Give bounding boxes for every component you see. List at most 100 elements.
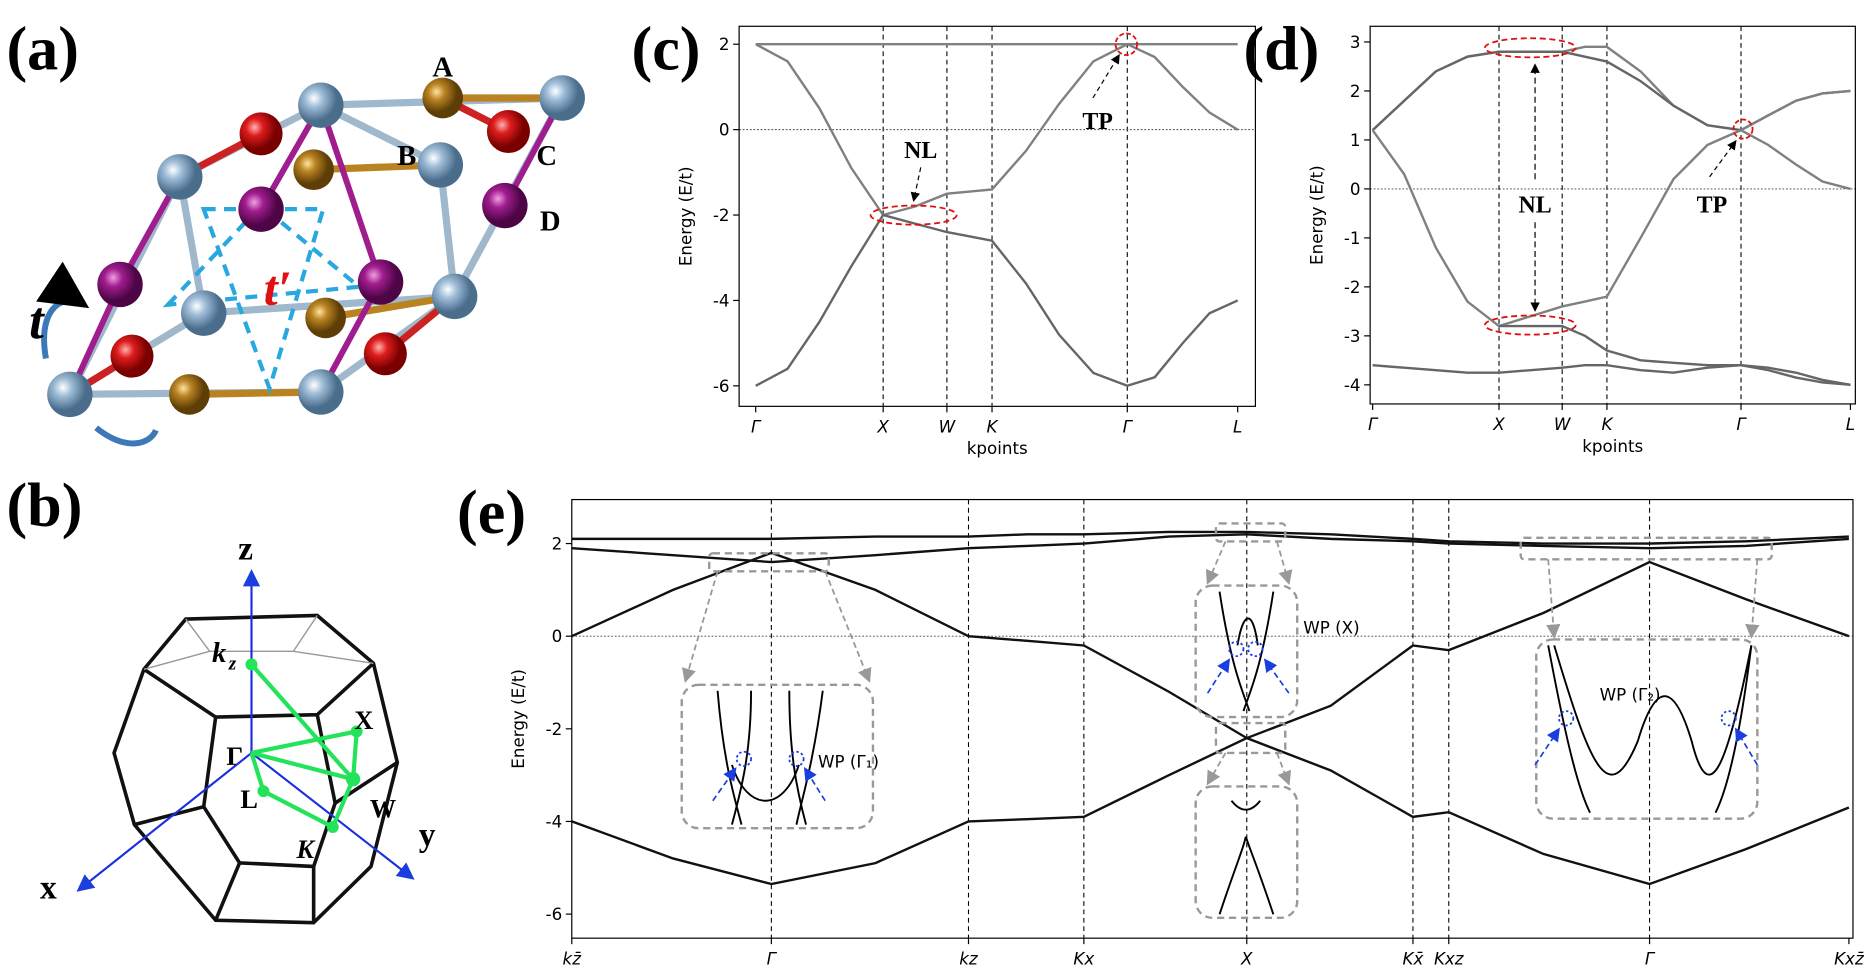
plot: -6 -4 -2 0 2 Γ X W K Γ L Energy (E/t) kpoints NL TP — [675, 25, 1256, 458]
annotation: TP — [1082, 109, 1113, 135]
x-tick-label: X — [1492, 414, 1505, 434]
zoom-arrow — [681, 571, 719, 683]
panel-label: (b) — [7, 472, 83, 540]
x-tick-label: Γ — [1736, 414, 1747, 434]
site-label: C — [536, 140, 557, 172]
zoom-arrow — [1546, 559, 1561, 639]
plot-frame — [571, 498, 1854, 939]
site-label: B — [397, 140, 416, 172]
x-tick-label: Γ — [1645, 948, 1656, 968]
x-tick-label: Kxz̄ — [1834, 948, 1865, 968]
plot-frame — [1369, 25, 1856, 405]
crystal-structure: A B C D t t′ — [29, 51, 585, 447]
y-tick-label: -6 — [713, 376, 730, 396]
k-point-label: L — [240, 785, 258, 814]
inset — [680, 683, 875, 830]
inset — [1194, 584, 1299, 719]
zoom-arrow — [1206, 752, 1227, 786]
band-line — [571, 530, 1849, 545]
zoom-source — [1519, 536, 1773, 561]
x-tick-label: K — [1601, 414, 1614, 434]
plot: -4 -3 -2 -1 0 1 2 3 Γ X W K Γ L Energy (E/t) kpoints NL T… — [1306, 25, 1856, 456]
weyl-point — [1720, 710, 1737, 727]
zoom-source — [1214, 721, 1287, 755]
y-tick-label: -4 — [546, 811, 563, 831]
band-line — [571, 551, 1850, 740]
y-tick-label: -3 — [1344, 326, 1361, 346]
y-tick-label: -4 — [1344, 375, 1361, 395]
k-point-label: W — [370, 794, 396, 823]
x-tick-label: Γ — [1123, 417, 1134, 437]
highlight — [1732, 118, 1754, 140]
inset-band — [1244, 836, 1275, 915]
inset-band — [788, 690, 807, 825]
annotation: WP (X) — [1303, 617, 1359, 637]
x-tick-label: W — [1554, 414, 1572, 434]
y-axis-label: Energy (E/t) — [508, 669, 528, 769]
highlight — [1114, 32, 1138, 56]
hopping-label: t — [29, 292, 45, 350]
panel-label: (c) — [632, 15, 701, 83]
inset-band — [1714, 645, 1753, 814]
axis-label: y — [419, 817, 436, 854]
arrow — [803, 767, 826, 802]
inset-band — [1218, 591, 1251, 712]
hopping-label: t′ — [264, 260, 292, 316]
panel-label: (d) — [1243, 15, 1319, 83]
zoom-arrow — [824, 570, 872, 683]
k-point-label: X — [354, 706, 373, 735]
x-tick-label: W — [939, 417, 957, 437]
zoom-source — [1214, 522, 1287, 543]
inset — [1194, 785, 1299, 920]
band-line — [571, 736, 1850, 886]
zoom-arrow — [1276, 541, 1293, 585]
y-tick-label: -2 — [1344, 277, 1361, 297]
band-line — [755, 42, 1239, 217]
annotation: TP — [1697, 193, 1728, 219]
axis-label: x — [40, 870, 57, 907]
x-tick-label: Kx — [1073, 948, 1095, 968]
inset-band — [731, 690, 753, 825]
inset-band — [1236, 617, 1259, 646]
weyl-point — [788, 750, 805, 767]
arrow — [1092, 53, 1120, 99]
x-tick-label: Kx̄ — [1403, 948, 1425, 968]
y-tick-label: 1 — [1350, 130, 1361, 150]
y-tick-label: 2 — [1350, 81, 1361, 101]
weyl-point — [1558, 710, 1575, 727]
axis-label: z — [238, 530, 253, 567]
y-tick-label: -2 — [713, 205, 730, 225]
zoom-arrow — [1205, 541, 1227, 585]
arrow — [1206, 658, 1231, 694]
x-tick-label: K — [987, 417, 1000, 437]
band-line — [1498, 324, 1851, 387]
highlight — [1483, 314, 1577, 336]
arrow — [712, 767, 737, 802]
arrow — [910, 167, 922, 202]
band-line — [571, 533, 1849, 564]
zoom-arrow — [1276, 752, 1292, 786]
y-axis-label: Energy (E/t) — [675, 166, 695, 266]
x-axis-label: kpoints — [967, 438, 1028, 458]
y-tick-label: -2 — [546, 719, 563, 739]
y-tick-label: -1 — [1344, 228, 1361, 248]
x-tick-label: L — [1846, 414, 1855, 434]
x-tick-label: Kxz — [1434, 948, 1465, 968]
y-tick-label: 0 — [552, 626, 563, 646]
y-tick-label: 0 — [1350, 179, 1361, 199]
brillouin-zone: z x y k z Γ X W L K — [40, 530, 436, 925]
annotation: WP (Γ₁) — [818, 751, 879, 771]
k-point-label: K — [296, 835, 316, 864]
x-tick-label: Γ — [751, 417, 762, 437]
inset-band — [1553, 645, 1753, 776]
weyl-point — [1228, 640, 1245, 658]
panel-label: (e) — [457, 479, 526, 547]
annotation: NL — [904, 138, 937, 164]
x-tick-label: kz — [959, 948, 979, 968]
band-line — [1371, 89, 1851, 328]
weyl-point — [735, 750, 752, 767]
x-tick-label: Γ — [1368, 414, 1379, 434]
y-tick-label: 3 — [1350, 32, 1361, 52]
x-axis-label: kpoints — [1582, 436, 1643, 456]
